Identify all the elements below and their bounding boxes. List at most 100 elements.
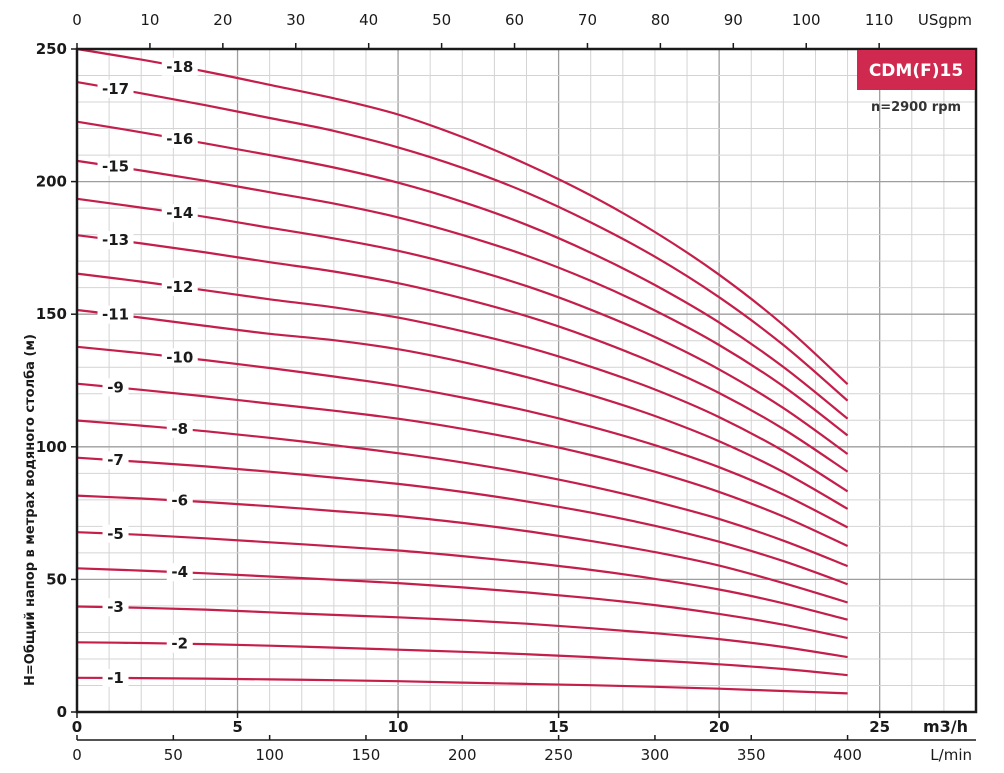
- x-primary-tick-label: 15: [548, 718, 569, 736]
- stage-label: -5: [107, 525, 124, 543]
- grid-lines: [77, 49, 976, 712]
- y-tick-label: 250: [36, 40, 67, 58]
- head-curve: [76, 47, 849, 386]
- x-bottom-tick-label: 400: [833, 746, 862, 764]
- y-tick-label: 50: [46, 570, 67, 588]
- stage-label: -3: [107, 598, 124, 616]
- x-bottom-tick-label: 250: [544, 746, 573, 764]
- head-curve: [76, 382, 849, 548]
- stage-label: -12: [166, 278, 193, 296]
- model-badge-background: [857, 50, 975, 90]
- stage-label-background: [102, 668, 129, 687]
- stage-label-background: [161, 277, 198, 296]
- stage-label-background: [161, 57, 198, 76]
- speed-subtitle: n=2900 rpm: [871, 100, 961, 115]
- stage-label: -11: [102, 306, 129, 324]
- x-bottom-tick-label: 50: [164, 746, 183, 764]
- x-top-tick-label: 70: [578, 11, 597, 29]
- stage-label-background: [161, 204, 198, 223]
- head-curve: [76, 641, 848, 677]
- stage-label-background: [166, 634, 193, 653]
- stage-label: -2: [171, 635, 188, 653]
- x-primary-tick-label: 5: [232, 718, 242, 736]
- stage-label: -13: [102, 231, 129, 249]
- head-curve: [76, 120, 849, 420]
- head-curve: [76, 159, 849, 437]
- x-bottom-tick-label: 200: [448, 746, 477, 764]
- head-curve: [76, 308, 849, 510]
- stage-label-background: [166, 491, 193, 510]
- head-curve: [76, 605, 848, 659]
- head-curve: [76, 197, 849, 455]
- x-bottom-tick-label: 150: [352, 746, 381, 764]
- y-axis-label: H=Общий напор в метрах водяного столба (…: [23, 334, 38, 686]
- stage-labels: -1 -2 -3 -4 -5 -6 -7 -8 -9 -10 -11 -12 -13 -14 -15 -16 -…: [97, 57, 198, 687]
- stage-label: -1: [107, 669, 124, 687]
- x-bottom-tick-label: 300: [641, 746, 670, 764]
- x-primary-tick-label: 20: [709, 718, 730, 736]
- stage-label-background: [97, 157, 134, 176]
- stage-label: -15: [102, 158, 129, 176]
- stage-label-background: [97, 79, 134, 98]
- stage-label-background: [102, 378, 129, 397]
- x-top-tick-label: 10: [140, 11, 159, 29]
- stage-label-background: [102, 524, 129, 543]
- stage-label-background: [97, 231, 134, 250]
- model-badge: CDM(F)15 n=2900 rpm: [857, 50, 975, 115]
- head-curve: [76, 419, 849, 568]
- y-tick-label: 100: [36, 438, 67, 456]
- stage-label: -18: [166, 58, 193, 76]
- x-top-unit: USgpm: [918, 11, 972, 29]
- stage-label-background: [161, 129, 198, 148]
- head-curve: [76, 567, 848, 640]
- stage-label-background: [102, 451, 129, 470]
- plot-frame: [75, 47, 978, 714]
- x-top-tick-label: 20: [213, 11, 232, 29]
- x-primary-unit: m3/h: [923, 717, 968, 736]
- stage-label: -7: [107, 451, 124, 469]
- stage-label-background: [161, 348, 198, 367]
- head-curve: [76, 531, 848, 621]
- x-top-tick-label: 60: [505, 11, 524, 29]
- stage-label: -17: [102, 80, 129, 98]
- head-curve: [76, 494, 848, 604]
- x-primary-tick-label: 10: [388, 718, 409, 736]
- x-bottom-tick-label: 0: [72, 746, 82, 764]
- y-tick-label: 0: [57, 703, 67, 721]
- head-curve: [76, 81, 849, 402]
- x-primary-tick-label: 25: [869, 718, 890, 736]
- x-top-tick-label: 100: [792, 11, 821, 29]
- head-curve: [76, 345, 849, 529]
- stage-label: -16: [166, 130, 193, 148]
- model-title: CDM(F)15: [869, 61, 963, 81]
- stage-label: -4: [171, 563, 188, 581]
- stage-label-background: [102, 598, 129, 617]
- head-curve: [76, 272, 849, 493]
- stage-label: -14: [166, 204, 193, 222]
- x-primary-tick-label: 0: [72, 718, 82, 736]
- stage-label: -8: [171, 420, 188, 438]
- stage-label: -9: [107, 378, 124, 396]
- head-curves: [76, 47, 849, 695]
- x-bottom-tick-label: 100: [255, 746, 284, 764]
- head-curve: [76, 676, 848, 695]
- x-bottom-tick-label: 350: [737, 746, 766, 764]
- x-top-tick-label: 50: [432, 11, 451, 29]
- x-top-tick-label: 30: [286, 11, 305, 29]
- x-top-tick-label: 90: [724, 11, 743, 29]
- stage-label-background: [166, 563, 193, 582]
- y-tick-label: 200: [36, 173, 67, 191]
- x-top-tick-label: 40: [359, 11, 378, 29]
- head-curve: [76, 234, 849, 473]
- x-top-tick-label: 110: [865, 11, 894, 29]
- stage-label-background: [166, 419, 193, 438]
- stage-label: -6: [171, 492, 188, 510]
- stage-label-background: [97, 305, 134, 324]
- y-tick-label: 150: [36, 305, 67, 323]
- stage-label: -10: [166, 348, 193, 366]
- x-top-tick-label: 0: [72, 11, 82, 29]
- x-bottom-unit: L/min: [930, 746, 972, 764]
- head-curve: [76, 456, 848, 586]
